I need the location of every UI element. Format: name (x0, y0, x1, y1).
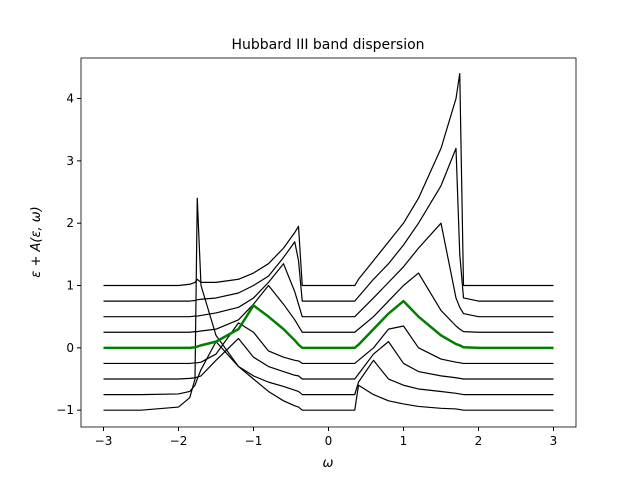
series-line (103, 197, 554, 411)
series-line (103, 299, 554, 350)
series-line (103, 222, 554, 318)
chart-title: Hubbard III band dispersion (231, 37, 424, 53)
y-tick-label: 0 (66, 341, 74, 355)
x-tick-label: 0 (325, 434, 333, 448)
series-line (103, 147, 554, 302)
x-tick-label: −3 (95, 434, 113, 448)
plot-frame (80, 57, 577, 428)
x-tick-label: 3 (550, 434, 558, 448)
y-tick-label: −1 (56, 403, 74, 417)
y-tick-label: 3 (66, 154, 74, 168)
x-axis-label: ω (323, 456, 334, 471)
series-line (103, 341, 554, 396)
x-tick-label: 2 (475, 434, 483, 448)
y-tick-label: 4 (66, 92, 74, 106)
y-axis-label: ε + A(ε, ω) (29, 206, 44, 277)
series-line (103, 272, 554, 333)
series-line (103, 72, 554, 287)
x-tick-label: −2 (170, 434, 188, 448)
x-tick-label: 1 (400, 434, 408, 448)
series-line (103, 322, 554, 365)
series-line (103, 337, 554, 380)
y-tick-label: 1 (66, 279, 74, 293)
y-tick-label: 2 (66, 216, 74, 230)
x-tick-label: −1 (245, 434, 263, 448)
